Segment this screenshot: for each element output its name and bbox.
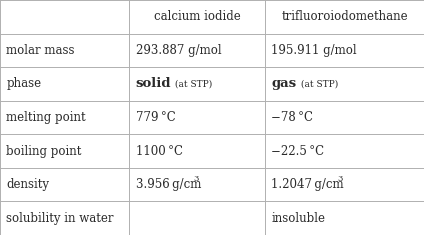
Text: boiling point: boiling point — [6, 145, 82, 158]
Text: gas: gas — [271, 77, 296, 90]
Text: 1.2047 g/cm: 1.2047 g/cm — [271, 178, 344, 191]
Text: trifluoroiodomethane: trifluoroiodomethane — [281, 10, 408, 23]
Text: solubility in water: solubility in water — [6, 212, 114, 225]
Text: solid: solid — [136, 77, 171, 90]
Text: −22.5 °C: −22.5 °C — [271, 145, 324, 158]
Text: −78 °C: −78 °C — [271, 111, 313, 124]
Text: melting point: melting point — [6, 111, 86, 124]
Text: calcium iodide: calcium iodide — [154, 10, 240, 23]
Text: (at STP): (at STP) — [298, 79, 338, 88]
Text: insoluble: insoluble — [271, 212, 325, 225]
Text: phase: phase — [6, 77, 42, 90]
Text: 293.887 g/mol: 293.887 g/mol — [136, 44, 221, 57]
Text: 3.956 g/cm: 3.956 g/cm — [136, 178, 201, 191]
Text: 1100 °C: 1100 °C — [136, 145, 183, 158]
Text: molar mass: molar mass — [6, 44, 75, 57]
Text: 3: 3 — [337, 175, 343, 183]
Text: 779 °C: 779 °C — [136, 111, 176, 124]
Text: 3: 3 — [193, 175, 198, 183]
Text: (at STP): (at STP) — [172, 79, 212, 88]
Text: 195.911 g/mol: 195.911 g/mol — [271, 44, 357, 57]
Text: density: density — [6, 178, 49, 191]
